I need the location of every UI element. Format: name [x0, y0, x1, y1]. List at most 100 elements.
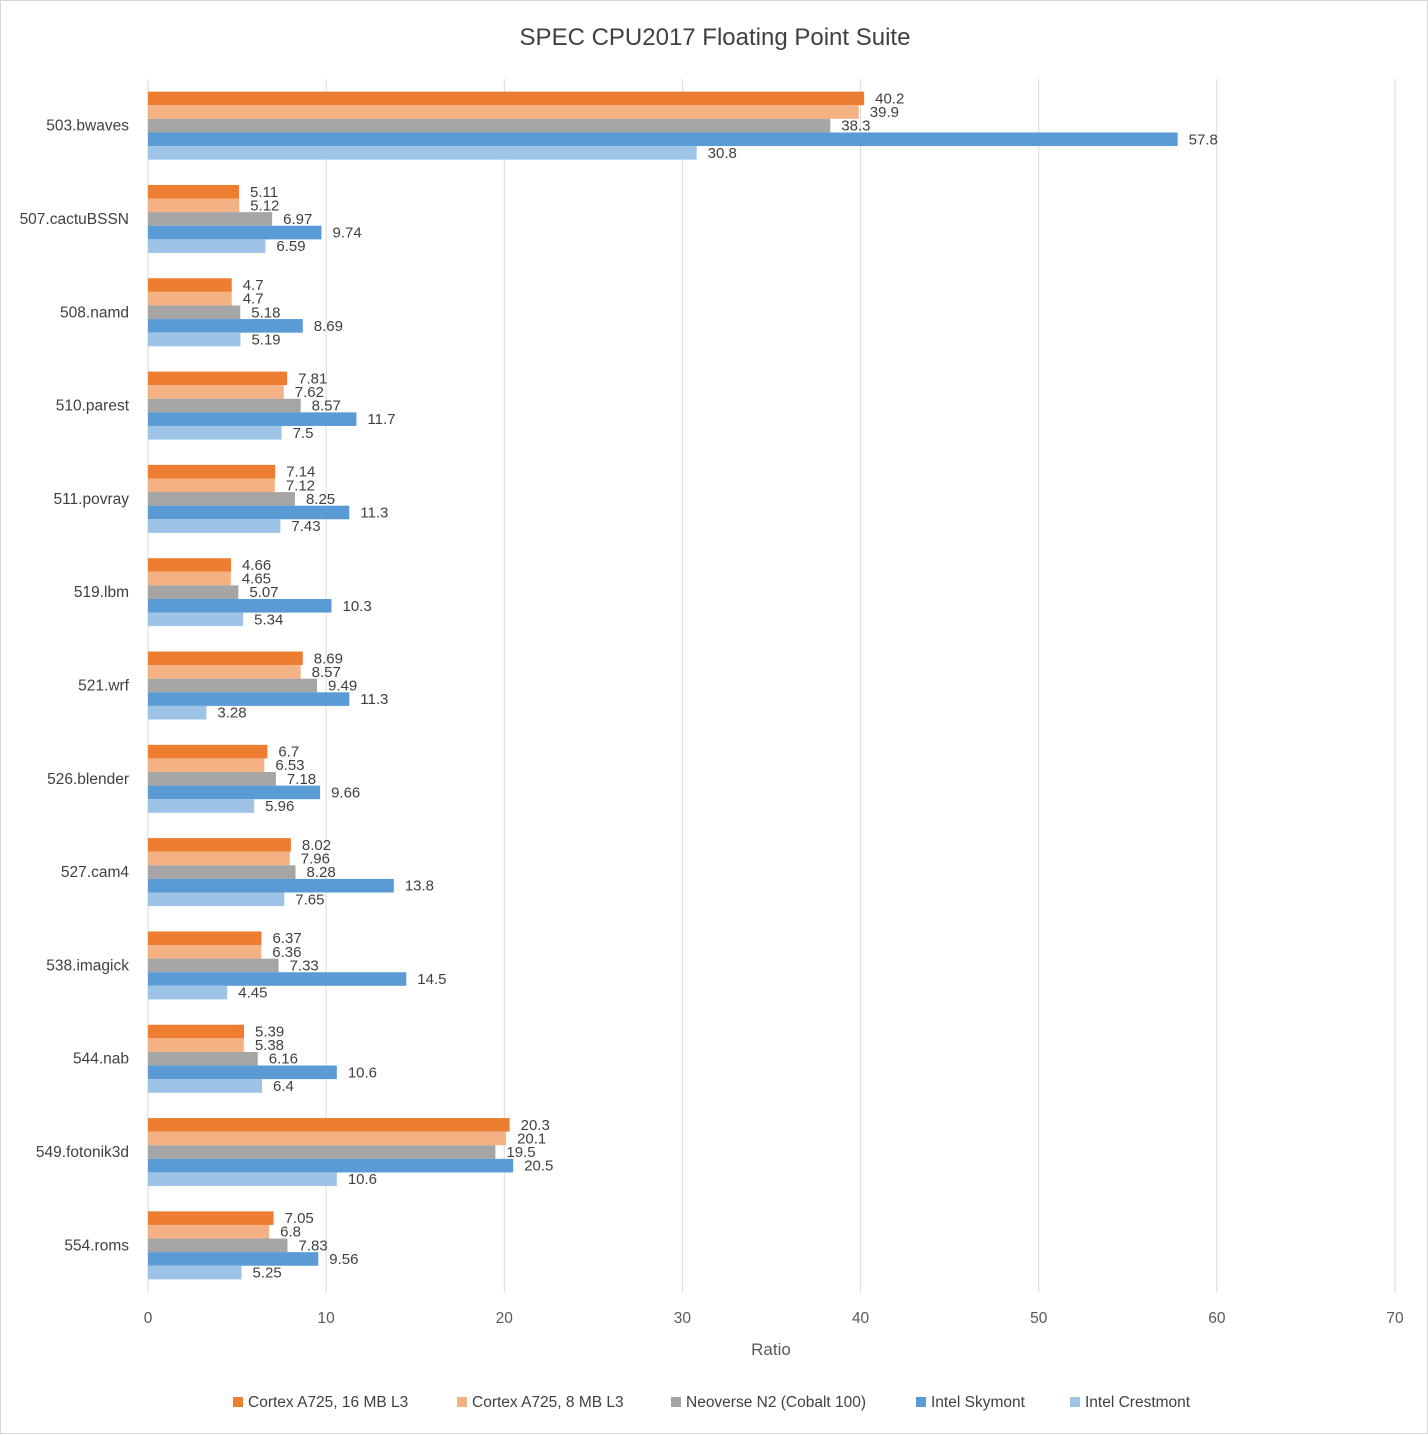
data-label: 4.66	[242, 557, 271, 574]
category-axis: 503.bwaves 507.cactuBSSN 508.namd 510.pares…	[20, 118, 130, 1255]
bar	[148, 305, 241, 320]
bar	[148, 91, 865, 106]
bar	[148, 945, 262, 959]
bar	[148, 892, 285, 907]
data-label: 6.37	[272, 930, 301, 947]
data-label: 10.6	[348, 1064, 377, 1081]
data-label: 8.57	[312, 664, 341, 681]
bar	[148, 1145, 496, 1159]
bar	[148, 478, 275, 493]
data-label: 6.36	[272, 944, 301, 961]
data-label: 10.6	[348, 1171, 377, 1188]
data-label: 5.39	[255, 1024, 284, 1041]
bar	[148, 398, 301, 413]
x-tick-label: 60	[1208, 1310, 1226, 1327]
data-label: 7.65	[295, 891, 324, 908]
bar	[148, 505, 350, 520]
data-labels: 40.239.938.3 57.8 30.8 5.115.126.97 9.74 6.59…	[217, 90, 1217, 1281]
bar	[148, 1252, 319, 1266]
bar	[148, 492, 295, 506]
bar	[148, 799, 255, 813]
data-label: 8.25	[306, 491, 335, 508]
bar	[148, 198, 240, 213]
bar	[148, 785, 321, 800]
data-label: 7.12	[286, 477, 315, 494]
bar	[148, 371, 288, 386]
data-label: 57.8	[1189, 131, 1218, 148]
bar	[148, 291, 232, 306]
legend-swatch	[457, 1397, 467, 1407]
bar	[148, 132, 1178, 147]
bar	[148, 212, 273, 226]
bar	[148, 744, 268, 759]
data-label: 8.57	[312, 398, 341, 415]
data-label: 5.07	[249, 584, 278, 601]
data-label: 20.3	[521, 1117, 550, 1134]
data-label: 6.7	[278, 744, 299, 761]
bar	[148, 1172, 337, 1187]
bar	[148, 705, 207, 720]
bar	[148, 184, 240, 199]
data-label: 6.4	[273, 1078, 294, 1095]
bar	[148, 865, 296, 879]
chart-title: SPEC CPU2017 Floating Point Suite	[520, 24, 911, 51]
data-label: 7.81	[298, 370, 327, 387]
data-label: 30.8	[708, 145, 737, 162]
legend-item: Cortex A725, 8 MB L3	[457, 1394, 624, 1411]
legend-label: Neoverse N2 (Cobalt 100)	[686, 1394, 866, 1411]
data-label: 7.43	[291, 518, 320, 535]
category-label: 510.parest	[56, 398, 130, 415]
bar	[148, 558, 232, 572]
data-label: 9.49	[328, 678, 357, 695]
category-label: 519.lbm	[74, 584, 129, 601]
data-label: 40.2	[875, 90, 904, 107]
bar	[148, 931, 262, 946]
bar	[148, 105, 859, 119]
legend-item: Cortex A725, 16 MB L3	[233, 1394, 408, 1411]
data-label: 8.69	[314, 650, 343, 667]
data-label: 5.18	[251, 304, 280, 321]
x-tick-label: 50	[1030, 1310, 1048, 1327]
data-label: 9.66	[331, 784, 360, 801]
data-label: 13.8	[405, 878, 434, 895]
legend-swatch	[233, 1397, 243, 1407]
bar	[148, 118, 831, 133]
bar	[148, 1065, 337, 1080]
bar	[148, 1079, 263, 1093]
bar	[148, 571, 231, 586]
data-label: 5.34	[254, 611, 283, 628]
category-label: 508.namd	[60, 304, 129, 321]
legend-label: Cortex A725, 16 MB L3	[248, 1394, 408, 1411]
data-label: 7.14	[286, 464, 315, 481]
x-tick-label: 10	[318, 1310, 336, 1327]
category-label: 527.cam4	[61, 864, 129, 881]
data-label: 7.18	[287, 771, 316, 788]
bar	[148, 146, 697, 160]
category-label: 521.wrf	[78, 678, 130, 695]
bar	[148, 1038, 244, 1052]
bar	[148, 1224, 270, 1239]
data-label: 39.9	[870, 104, 899, 121]
bar	[148, 464, 276, 479]
bar	[148, 851, 290, 866]
data-label: 8.28	[307, 864, 336, 881]
legend-item: Intel Crestmont	[1070, 1394, 1191, 1411]
legend-item: Intel Skymont	[916, 1394, 1026, 1411]
data-label: 6.8	[280, 1224, 301, 1241]
data-label: 38.3	[841, 118, 870, 135]
category-label: 544.nab	[73, 1051, 129, 1068]
data-label: 5.11	[250, 184, 278, 201]
legend-swatch	[1070, 1397, 1080, 1407]
bar	[148, 1051, 258, 1066]
data-label: 11.3	[360, 504, 388, 521]
x-tick-label: 20	[496, 1310, 514, 1327]
data-label: 4.65	[242, 571, 271, 588]
bar	[148, 772, 276, 786]
bar	[148, 1211, 274, 1225]
bar	[148, 878, 394, 893]
category-label: 538.imagick	[46, 957, 129, 974]
bar	[148, 1131, 507, 1146]
bar	[148, 412, 357, 426]
category-label: 554.roms	[64, 1237, 129, 1254]
